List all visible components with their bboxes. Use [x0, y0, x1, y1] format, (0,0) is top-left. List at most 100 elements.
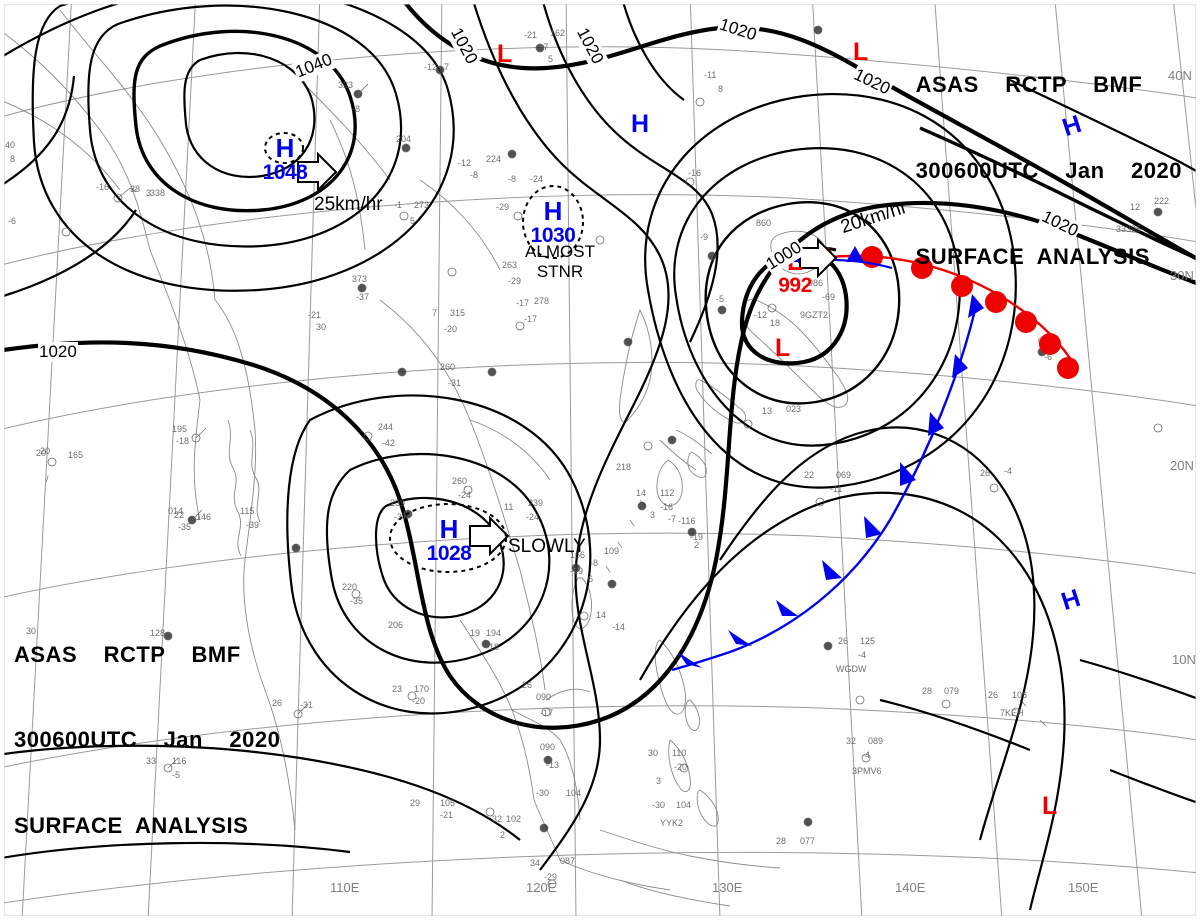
- title-bottom-line3: SURFACE ANALYSIS: [14, 813, 249, 839]
- svg-text:30: 30: [26, 626, 36, 636]
- svg-text:5: 5: [548, 54, 553, 64]
- svg-text:166: 166: [570, 550, 585, 560]
- svg-text:-35: -35: [178, 522, 191, 532]
- svg-text:165: 165: [68, 450, 83, 460]
- svg-text:-20: -20: [444, 324, 457, 334]
- svg-text:7: 7: [444, 62, 449, 72]
- title-top-line1: ASAS RCTP BMF: [915, 72, 1143, 98]
- svg-text:20: 20: [40, 446, 50, 456]
- low-pressure-value: 992: [778, 274, 812, 297]
- svg-text:218: 218: [616, 462, 631, 472]
- svg-text:-24: -24: [458, 490, 471, 500]
- svg-text:-69: -69: [822, 292, 835, 302]
- svg-text:244: 244: [378, 422, 393, 432]
- lon-tick-140E: 140E: [895, 880, 926, 895]
- lat-tick-30N: 30N: [1170, 268, 1194, 283]
- svg-text:102: 102: [506, 814, 521, 824]
- svg-text:-40: -40: [2, 140, 15, 150]
- coastlines: [4, 9, 1047, 907]
- svg-text:860: 860: [756, 218, 771, 228]
- svg-text:112: 112: [660, 488, 674, 498]
- svg-text:-29: -29: [496, 202, 509, 212]
- svg-text:125: 125: [860, 636, 875, 646]
- svg-text:12: 12: [1130, 202, 1140, 212]
- svg-text:110: 110: [672, 748, 686, 758]
- svg-text:338: 338: [150, 188, 165, 198]
- svg-text:26: 26: [272, 698, 282, 708]
- svg-text:014: 014: [168, 506, 183, 516]
- svg-text:-4: -4: [862, 750, 870, 760]
- svg-text:33395: 33395: [1116, 224, 1141, 234]
- motion-arrows: [297, 151, 838, 557]
- svg-text:-12: -12: [458, 158, 471, 168]
- svg-text:30: 30: [648, 748, 658, 758]
- high-pressure-value: 1028: [426, 542, 472, 565]
- lat-tick-10N: 10N: [1172, 652, 1196, 667]
- low-marker-c: L: [775, 334, 791, 362]
- svg-text:162: 162: [550, 28, 565, 38]
- svg-text:090: 090: [536, 692, 551, 702]
- svg-text:090: 090: [540, 742, 555, 752]
- lat-tick-40N: 40N: [1168, 68, 1192, 83]
- svg-text:-6: -6: [8, 216, 16, 226]
- svg-text:/: /: [46, 474, 49, 484]
- svg-text:9GZT2: 9GZT2: [800, 310, 828, 320]
- svg-text:079: 079: [944, 686, 959, 696]
- high-pressure-value: 1048: [262, 161, 308, 184]
- svg-text:-29: -29: [544, 872, 557, 882]
- svg-text:128: 128: [150, 628, 165, 638]
- title-block-top: ASAS RCTP BMF 300600UTC Jan 2020 SURFACE…: [916, 14, 1182, 329]
- svg-text:-42: -42: [382, 438, 395, 448]
- svg-text:069: 069: [836, 470, 851, 480]
- svg-text:7KEH: 7KEH: [1000, 708, 1024, 718]
- isobar-label-1020-left: 1020: [38, 342, 78, 362]
- svg-text:239: 239: [528, 498, 543, 508]
- svg-text:-18: -18: [486, 642, 499, 652]
- svg-text:-16: -16: [96, 182, 109, 192]
- svg-text:-30: -30: [652, 800, 665, 810]
- svg-text:-5: -5: [716, 294, 724, 304]
- svg-text:-17: -17: [516, 298, 529, 308]
- title-top-line3: SURFACE ANALYSIS: [915, 243, 1150, 269]
- high-1030-motion-label: ALMOST STNR: [525, 242, 595, 281]
- svg-text:224: 224: [486, 154, 501, 164]
- svg-text:106: 106: [1012, 690, 1027, 700]
- svg-text:023: 023: [786, 404, 801, 414]
- svg-text:3: 3: [650, 510, 655, 520]
- svg-text:-5: -5: [172, 770, 180, 780]
- high-marker-a: H: [631, 110, 650, 138]
- svg-text:WGDW: WGDW: [836, 664, 867, 674]
- svg-text:-16: -16: [688, 168, 701, 178]
- svg-text:-18: -18: [176, 436, 189, 446]
- svg-text:315: 315: [450, 308, 465, 318]
- svg-text:13: 13: [762, 406, 772, 416]
- svg-text:-24: -24: [526, 512, 539, 522]
- svg-text:-21: -21: [440, 810, 453, 820]
- svg-text:32: 32: [846, 736, 856, 746]
- svg-text:115: 115: [240, 506, 254, 516]
- svg-text:-4: -4: [858, 650, 866, 660]
- svg-text:32: 32: [492, 814, 502, 824]
- high-symbol: H: [439, 514, 459, 544]
- svg-text:104: 104: [676, 800, 691, 810]
- title-bottom-line1: ASAS RCTP BMF: [14, 641, 241, 667]
- svg-text:220: 220: [342, 582, 357, 592]
- svg-text:-17: -17: [524, 314, 537, 324]
- high-center-1030: H 1030: [530, 198, 576, 246]
- svg-text:2: 2: [500, 830, 505, 840]
- svg-text:3: 3: [146, 188, 151, 198]
- svg-text:+7: +7: [538, 42, 548, 52]
- svg-text:14: 14: [596, 610, 606, 620]
- svg-text:-29: -29: [508, 276, 521, 286]
- svg-text:28: 28: [776, 836, 786, 846]
- svg-text:-1: -1: [394, 200, 402, 210]
- svg-text:26: 26: [980, 468, 990, 478]
- svg-text:5: 5: [410, 216, 415, 226]
- lon-tick-110E: 110E: [330, 880, 360, 895]
- title-top-line2: 300600UTC Jan 2020: [915, 157, 1182, 183]
- svg-text:-37: -37: [394, 512, 407, 522]
- high-1028-motion-label: SLOWLY: [508, 536, 586, 557]
- svg-text:204: 204: [396, 134, 411, 144]
